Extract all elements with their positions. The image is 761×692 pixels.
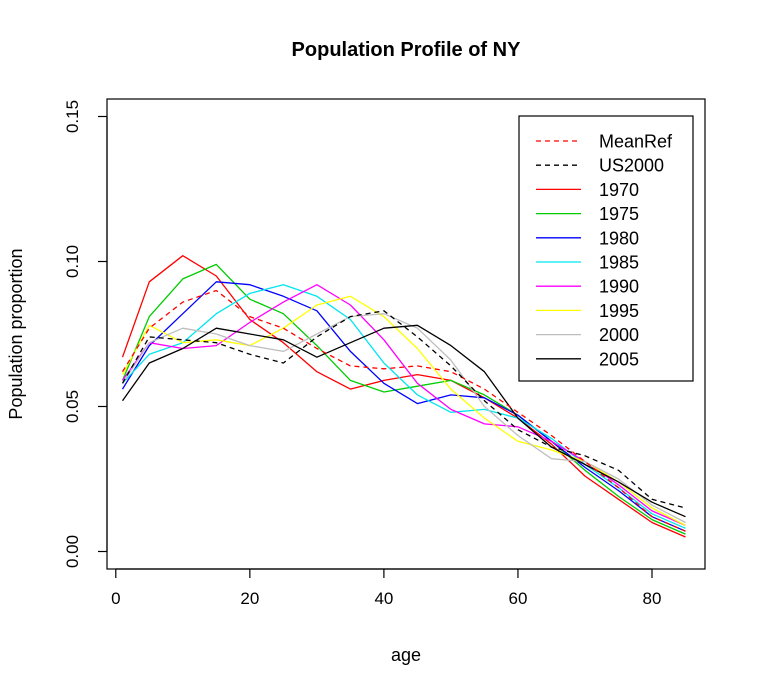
legend-label-meanref: MeanRef — [599, 132, 673, 152]
series-line-1970 — [121, 255, 686, 538]
y-axis-label: Population proportion — [6, 248, 26, 419]
legend-label-1970: 1970 — [599, 180, 639, 200]
chart-title: Population Profile of NY — [292, 39, 522, 61]
y-tick-label: 0.05 — [63, 390, 82, 423]
series-line-2000 — [121, 313, 686, 524]
x-axis-label: age — [391, 645, 421, 665]
x-axis: 0 20 40 60 80 — [111, 568, 662, 608]
x-tick-label: 80 — [643, 589, 662, 608]
x-tick-label: 0 — [111, 589, 120, 608]
series-lines — [121, 255, 686, 538]
legend-label-us2000: US2000 — [599, 156, 664, 176]
legend-label-2005: 2005 — [599, 349, 639, 369]
legend-label-1975: 1975 — [599, 204, 639, 224]
legend: MeanRef US2000 1970 1975 1980 1985 1990 1995 200… — [518, 115, 694, 382]
series-line-1975 — [121, 263, 686, 535]
legend-label-1980: 1980 — [599, 228, 639, 248]
series-line-1985 — [122, 284, 686, 529]
x-tick-label: 20 — [240, 589, 259, 608]
y-tick-label: 0.00 — [63, 535, 82, 568]
series-line-meanref — [121, 289, 686, 532]
legend-box — [518, 115, 694, 382]
y-tick-label: 0.15 — [63, 100, 82, 133]
legend-label-1995: 1995 — [599, 301, 639, 321]
legend-label-2000: 2000 — [599, 325, 639, 345]
x-tick-label: 60 — [508, 589, 527, 608]
legend-label-1990: 1990 — [599, 277, 639, 297]
series-line-us2000 — [121, 310, 686, 509]
legend-label-1985: 1985 — [599, 253, 639, 273]
series-line-2005 — [121, 324, 686, 518]
y-axis: 0.00 0.05 0.10 0.15 — [63, 100, 108, 568]
series-line-1980 — [121, 281, 686, 532]
x-tick-label: 40 — [374, 589, 393, 608]
y-tick-label: 0.10 — [63, 245, 82, 278]
